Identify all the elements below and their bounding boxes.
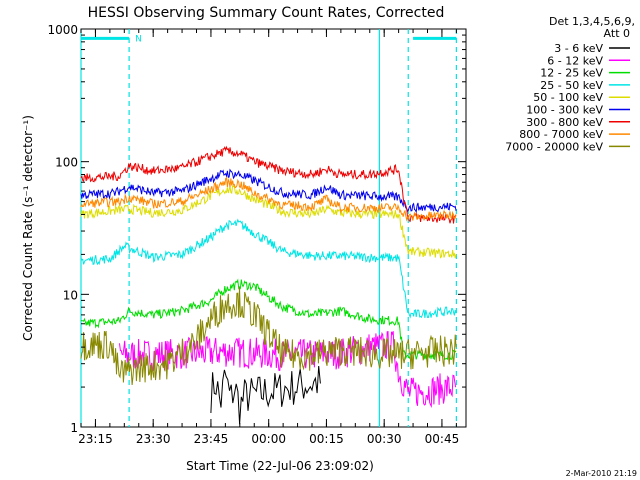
x-axis-label: Start Time (22-Jul-06 23:09:02) — [186, 459, 374, 473]
y-axis-label: Corrected Count Rate (s⁻¹ detector⁻¹) — [21, 115, 35, 341]
x-tick-label: 23:45 — [194, 432, 229, 446]
y-tick-label: 100 — [55, 156, 78, 170]
legend-label: 6 - 12 keV — [547, 54, 603, 67]
legend-header-line-2: Att 0 — [604, 27, 630, 40]
series-line — [210, 365, 321, 425]
legend-header-line-1: Det 1,3,4,5,6,9, — [549, 15, 635, 28]
series-line — [80, 286, 457, 386]
legend-label: 7000 - 20000 keV — [505, 140, 603, 153]
legend-label: 3 - 6 keV — [554, 42, 603, 55]
x-tick-label: 00:30 — [367, 432, 402, 446]
chart-title: HESSI Observing Summary Count Rates, Cor… — [88, 5, 445, 21]
x-tick-label: 00:45 — [425, 432, 460, 446]
y-tick-label: 10 — [63, 288, 78, 302]
series-line — [80, 218, 457, 319]
date-stamp: 2-Mar-2010 21:19 — [566, 469, 637, 478]
x-tick-label: 23:30 — [136, 432, 171, 446]
y-tick-label: 1 — [70, 421, 78, 435]
flag-label: N — [135, 34, 142, 44]
legend-label: 800 - 7000 keV — [519, 128, 603, 141]
series-line — [80, 278, 457, 361]
plot-area: N — [80, 28, 467, 428]
legend-label: 300 - 800 keV — [526, 116, 603, 129]
legend-label: 25 - 50 keV — [540, 79, 603, 92]
legend-label: 12 - 25 keV — [540, 67, 603, 80]
x-tick-label: 00:15 — [309, 432, 344, 446]
series-line — [80, 145, 457, 224]
y-tick-label: 1000 — [47, 23, 78, 37]
x-tick-label: 00:00 — [251, 432, 286, 446]
series-line — [80, 168, 457, 214]
series-line — [80, 176, 457, 222]
legend-label: 50 - 100 keV — [533, 91, 603, 104]
legend-label: 100 - 300 keV — [526, 104, 603, 117]
x-tick-label: 23:15 — [78, 432, 113, 446]
